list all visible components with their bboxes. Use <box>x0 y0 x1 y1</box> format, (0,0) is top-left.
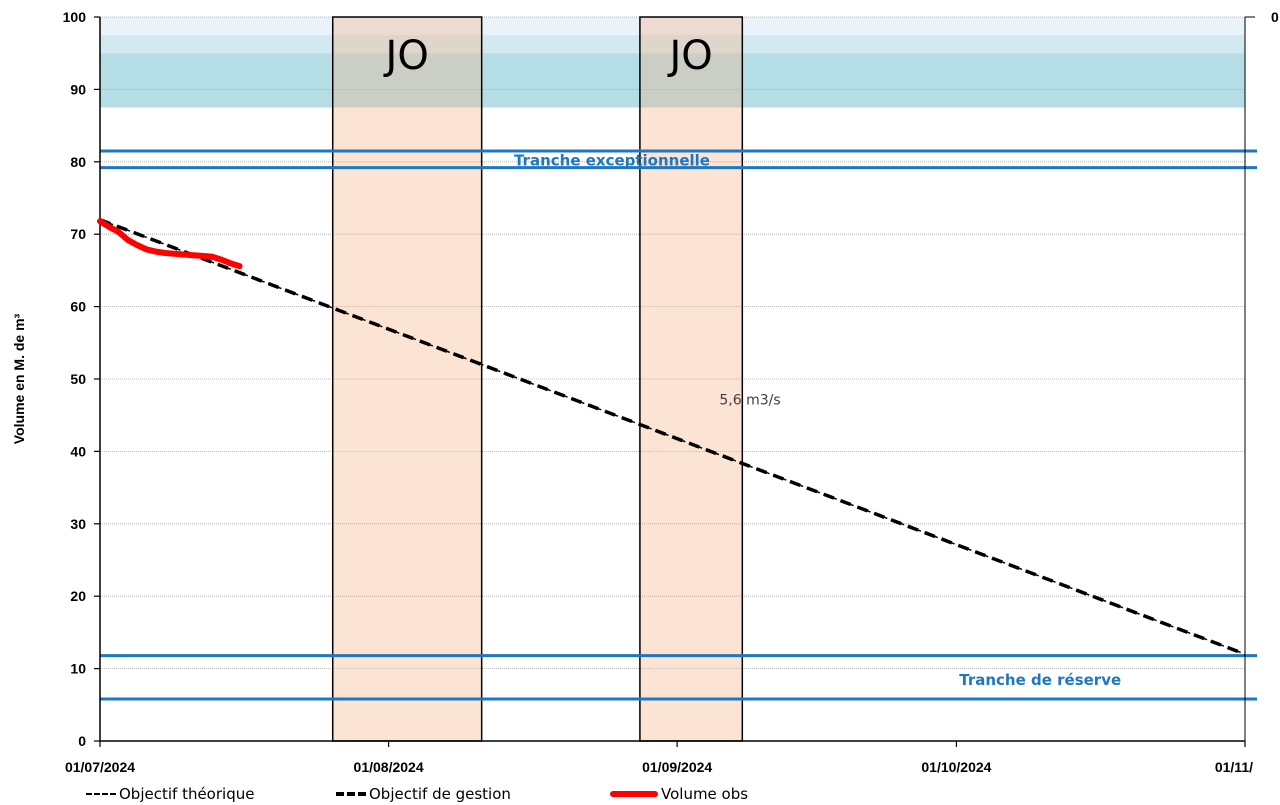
tranche-lines <box>100 149 1257 701</box>
y-tick-label-10: 10 <box>70 661 86 677</box>
x-tick-label-1: 01/08/2024 <box>354 759 424 775</box>
chart-legend: Objectif théorique Objectif de gestion V… <box>0 782 1280 805</box>
x-tick-label-4: 01/11/ <box>1215 759 1253 775</box>
background-bands <box>100 17 1245 108</box>
legend-label-objectif-theorique: Objectif théorique <box>119 784 255 803</box>
series-line-objectif-de-gestion <box>99 218 1246 656</box>
legend-label-volume-obs: Volume obs <box>661 784 749 803</box>
top-band-light <box>100 17 1245 36</box>
flow-rate-label: 5,6 m3/s <box>719 392 780 408</box>
y-axis-title: Volume en M. de m³ <box>11 313 27 444</box>
legend-label-objectif-gestion: Objectif de gestion <box>369 784 511 803</box>
y-tick-label-100: 100 <box>63 9 87 25</box>
y-tick-label-0: 0 <box>78 733 86 749</box>
legend-swatch-red-solid <box>610 790 658 797</box>
x-tick-label-3: 01/10/2024 <box>921 759 991 775</box>
jo-label-1: JO <box>383 33 429 79</box>
jo-period-1 <box>331 16 483 742</box>
legend-swatch-thin-dashed <box>86 792 116 795</box>
reservoir-volume-chart: JO JO 0 10 20 30 40 50 60 70 80 90 100 01/07/2024 01/… <box>11 9 1279 775</box>
axes <box>94 16 1255 747</box>
annotations: Tranche exceptionnelle Tranche de réserve… <box>514 151 1121 689</box>
jo-periods: JO JO <box>331 16 744 742</box>
y-tick-label-30: 30 <box>70 516 86 532</box>
y-tick-label-80: 80 <box>70 154 86 170</box>
y-gridlines <box>100 16 1245 669</box>
x-tick-label-2: 01/09/2024 <box>642 759 712 775</box>
y-tick-label-90: 90 <box>70 81 86 97</box>
jo-period-2 <box>639 16 744 742</box>
y-tick-label-20: 20 <box>70 588 86 604</box>
data-series <box>97 218 1246 656</box>
series-line-volume-obs <box>97 218 243 270</box>
y-tick-label-50: 50 <box>70 371 86 387</box>
right-axis-label: 0 <box>1271 9 1279 25</box>
tranche-reserve-label: Tranche de réserve <box>959 671 1121 689</box>
legend-swatch-thick-dashed <box>336 791 366 796</box>
jo-label-2: JO <box>666 33 712 79</box>
y-tick-label-60: 60 <box>70 299 86 315</box>
y-tick-label-40: 40 <box>70 443 86 459</box>
top-band-mid <box>100 35 1245 54</box>
legend-item-volume-obs: Volume obs <box>610 782 748 805</box>
x-tick-label-0: 01/07/2024 <box>65 759 135 775</box>
tranche-exceptionnelle-label: Tranche exceptionnelle <box>514 151 710 169</box>
axis-labels: 0 10 20 30 40 50 60 70 80 90 100 01/07/2024 01/08/20… <box>11 9 1279 775</box>
top-band-teal <box>100 53 1245 108</box>
legend-item-objectif-gestion: Objectif de gestion <box>336 782 511 805</box>
y-tick-label-70: 70 <box>70 226 86 242</box>
legend-item-objectif-theorique: Objectif théorique <box>86 782 254 805</box>
